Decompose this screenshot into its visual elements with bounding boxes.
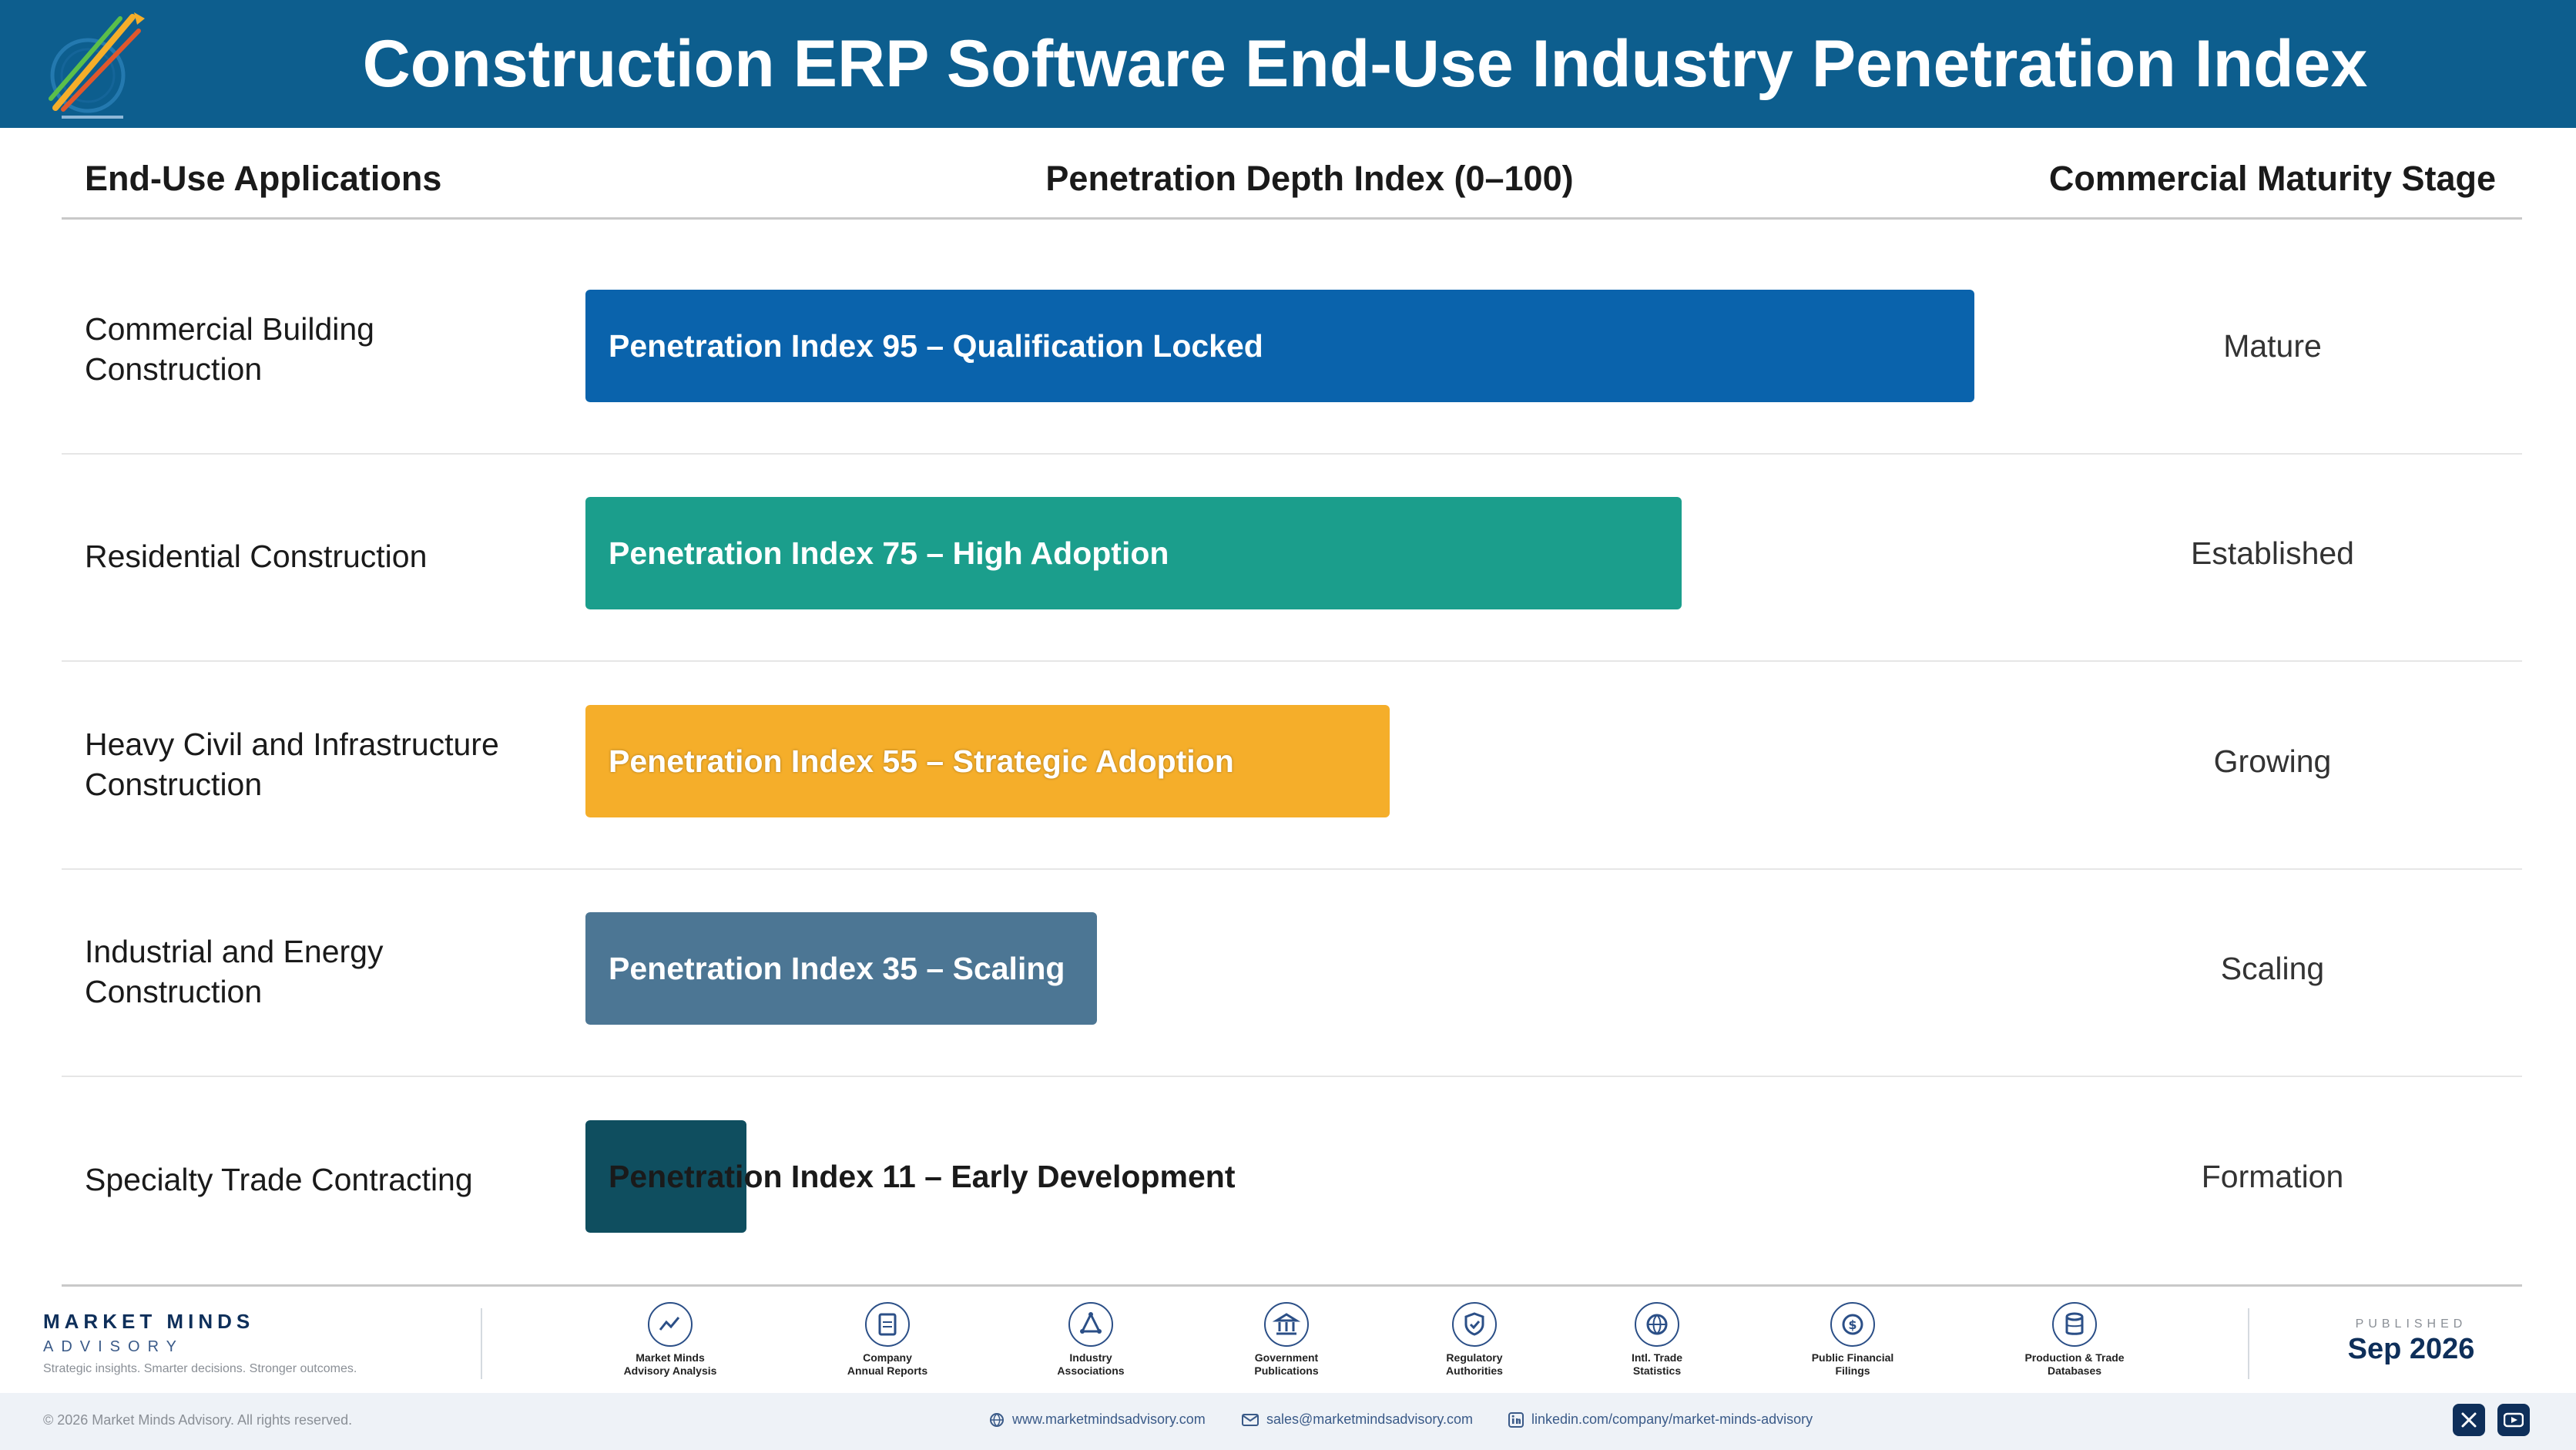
website-link[interactable]: www.marketmindsadvisory.com: [989, 1411, 1206, 1428]
dollar-coin-icon: $: [1830, 1302, 1875, 1347]
document-icon: [865, 1302, 910, 1347]
linkedin-link[interactable]: linkedin.com/company/market-minds-adviso…: [1508, 1411, 1813, 1428]
footer-bar: [0, 1393, 2576, 1450]
globe-icon: [1635, 1302, 1679, 1347]
penetration-bar: [585, 1120, 746, 1233]
application-label: Commercial Building Construction: [85, 310, 374, 387]
source-label: Intl. Trade Statistics: [1631, 1351, 1683, 1377]
column-header-applications: End-Use Applications: [85, 159, 442, 198]
youtube-icon: [2504, 1412, 2524, 1428]
email-text: sales@marketmindsadvisory.com: [1266, 1411, 1474, 1427]
application-label: Specialty Trade Contracting: [85, 1161, 473, 1197]
website-text: www.marketmindsadvisory.com: [1012, 1411, 1206, 1427]
column-header-index: Penetration Depth Index (0–100): [1045, 159, 1574, 198]
source-item: Intl. Trade Statistics: [1588, 1302, 1726, 1378]
published-date: Sep 2026: [2347, 1333, 2475, 1365]
government-building-icon: [1264, 1302, 1309, 1347]
penetration-bar: [585, 912, 1097, 1025]
application-label: Heavy Civil and Infrastructure Construct…: [85, 726, 499, 802]
linkedin-icon: [1508, 1411, 1524, 1428]
application-label: Residential Construction: [85, 539, 428, 575]
brand-name: MARKET MINDS: [43, 1310, 255, 1333]
brand-tagline: Strategic insights. Smarter decisions. S…: [43, 1362, 357, 1375]
maturity-stage: Mature: [2223, 328, 2322, 364]
network-icon: [1068, 1302, 1113, 1347]
source-label: Production & Trade Databases: [2024, 1351, 2125, 1377]
linkedin-text: linkedin.com/company/market-minds-adviso…: [1531, 1411, 1813, 1427]
chart-line-icon: [648, 1302, 693, 1347]
maturity-stage: Growing: [2213, 743, 2332, 779]
bar-value-label: Penetration Index 95 – Qualification Loc…: [609, 328, 1263, 364]
youtube-social-button[interactable]: [2497, 1404, 2530, 1436]
x-icon: [2461, 1412, 2477, 1428]
footer-divider: [2248, 1308, 2249, 1379]
source-item: $ Public Financial Filings: [1783, 1302, 1922, 1378]
row-divider: [62, 868, 2522, 870]
brand-subtitle: ADVISORY: [43, 1338, 184, 1355]
globe-icon: [990, 1412, 1004, 1427]
bar-value-label: Penetration Index 11 – Early Development: [609, 1159, 1236, 1194]
penetration-bar: [585, 290, 1974, 402]
database-icon: [2052, 1302, 2097, 1347]
chart-bottom-divider: [62, 1284, 2522, 1287]
row-divider: [62, 1076, 2522, 1077]
source-label: Regulatory Authorities: [1446, 1351, 1503, 1377]
source-item: Regulatory Authorities: [1405, 1302, 1544, 1378]
source-item: Industry Associations: [1021, 1302, 1160, 1378]
bar-value-label: Penetration Index 75 – High Adoption: [609, 535, 1169, 571]
title-bar: Construction ERP Software End-Use Indust…: [0, 0, 2576, 128]
source-item: Production & Trade Databases: [2005, 1302, 2144, 1378]
market-minds-logo: [49, 12, 145, 119]
source-label: Market Minds Advisory Analysis: [623, 1351, 717, 1377]
penetration-bar: [585, 705, 1390, 817]
source-item: Market Minds Advisory Analysis: [601, 1302, 740, 1378]
x-social-button[interactable]: [2453, 1404, 2485, 1436]
published-label: PUBLISHED: [2355, 1317, 2467, 1331]
maturity-stage: Formation: [2201, 1159, 2344, 1194]
email-link[interactable]: sales@marketmindsadvisory.com: [1242, 1411, 1473, 1428]
row-divider: [62, 453, 2522, 455]
source-label: Public Financial Filings: [1811, 1351, 1894, 1377]
header-divider: [62, 217, 2522, 220]
footer-divider: [481, 1308, 482, 1379]
maturity-stage: Scaling: [2220, 951, 2325, 986]
copyright-text: © 2026 Market Minds Advisory. All rights…: [43, 1412, 353, 1428]
source-label: Industry Associations: [1057, 1351, 1125, 1377]
page-title: Construction ERP Software End-Use Indust…: [362, 26, 2368, 101]
bar-value-label: Penetration Index 55 – Strategic Adoptio…: [609, 743, 1234, 779]
svg-text:$: $: [1848, 1317, 1857, 1332]
bar-value-label: Penetration Index 35 – Scaling: [609, 951, 1065, 986]
mail-icon: [1242, 1413, 1259, 1426]
row-divider: [62, 660, 2522, 662]
source-label: Government Publications: [1254, 1351, 1319, 1377]
maturity-stage: Established: [2191, 535, 2354, 571]
column-header-stage: Commercial Maturity Stage: [2048, 159, 2497, 198]
source-item: Company Annual Reports: [818, 1302, 957, 1378]
source-item: Government Publications: [1217, 1302, 1356, 1378]
penetration-bar: [585, 497, 1682, 609]
source-label: Company Annual Reports: [847, 1351, 928, 1377]
shield-check-icon: [1452, 1302, 1497, 1347]
application-label: Industrial and Energy Construction: [85, 934, 384, 1010]
